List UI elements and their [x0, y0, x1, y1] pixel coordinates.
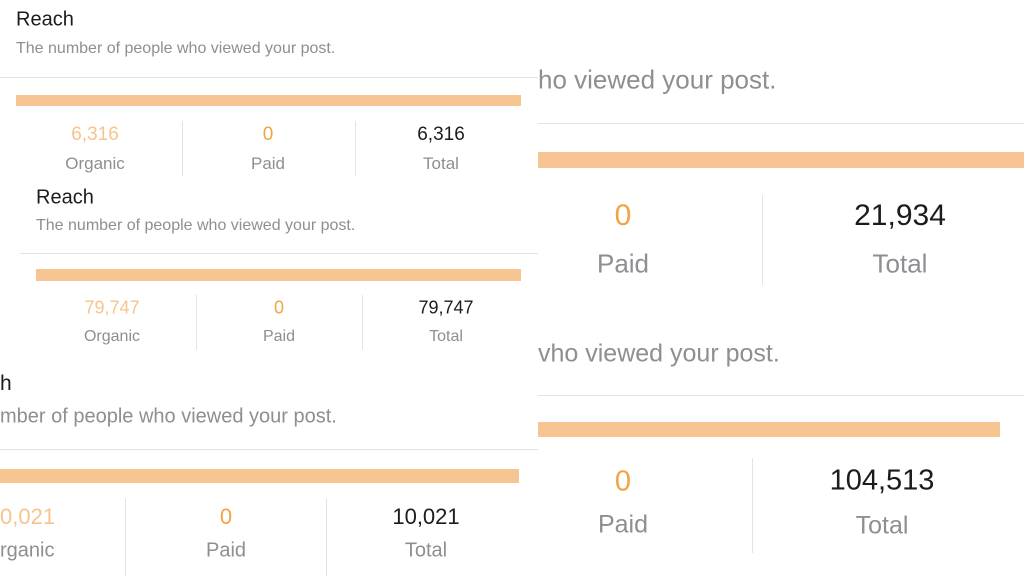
reach-card: vho viewed your post. 0 Paid 104,513 Tot… — [538, 300, 1024, 576]
divider — [752, 458, 753, 553]
metric-label: Paid — [250, 154, 286, 173]
divider — [125, 498, 126, 576]
divider — [355, 121, 356, 176]
metric-value: 0 — [614, 465, 632, 498]
metric-value: 79,747 — [418, 297, 474, 318]
metric-value: 0 — [614, 199, 632, 232]
metric-value: 0 — [273, 297, 285, 318]
metric-label: Total — [855, 511, 909, 540]
reach-card: Reach The number of people who viewed yo… — [0, 0, 538, 180]
metric-label: rganic — [0, 539, 55, 562]
metric-label: Total — [404, 539, 448, 562]
metric-value: 6,316 — [71, 124, 119, 145]
metric-label: Organic — [83, 328, 141, 345]
metric-value: 0 — [219, 504, 233, 529]
subtitle: ho viewed your post. — [538, 64, 777, 95]
metric-label: Total — [429, 328, 463, 345]
title: Reach — [36, 186, 94, 209]
subtitle: vho viewed your post. — [538, 339, 780, 368]
metric-value: 10,021 — [392, 504, 460, 529]
bar — [538, 422, 1000, 437]
metric-label: Paid — [262, 328, 296, 345]
divider — [538, 395, 1024, 396]
reach-card: h mber of people who viewed your post. 0… — [0, 355, 538, 576]
bar — [538, 152, 1024, 168]
title: h — [0, 372, 12, 395]
divider — [20, 253, 538, 254]
metric-value: 104,513 — [829, 464, 935, 497]
subtitle: The number of people who viewed your pos… — [16, 40, 336, 57]
title: Reach — [16, 8, 74, 31]
metric-label: Total — [872, 248, 928, 279]
metric-label: Paid — [596, 248, 650, 279]
divider — [196, 295, 197, 350]
bar — [36, 269, 521, 281]
metric-value: 6,316 — [417, 124, 465, 145]
metric-label: Total — [423, 154, 459, 173]
metric-label: Organic — [65, 154, 125, 173]
divider — [0, 449, 538, 450]
bar — [0, 469, 519, 483]
metric-label: Paid — [205, 539, 247, 562]
divider — [362, 295, 363, 350]
metric-label: Paid — [597, 510, 649, 539]
divider — [326, 498, 327, 576]
metric-value: 21,934 — [854, 199, 946, 232]
reach-card: Reach The number of people who viewed yo… — [20, 180, 538, 355]
subtitle: mber of people who viewed your post. — [0, 405, 337, 428]
divider — [182, 121, 183, 176]
subtitle: The number of people who viewed your pos… — [36, 217, 356, 234]
divider — [762, 195, 763, 285]
reach-card: ho viewed your post. 0 Paid 21,934 Total — [538, 0, 1024, 300]
bar — [16, 95, 521, 106]
metric-value: 79,747 — [84, 297, 140, 318]
divider — [0, 77, 538, 78]
metric-value: 0,021 — [0, 504, 56, 529]
divider — [538, 123, 1024, 124]
metric-value: 0 — [262, 124, 274, 145]
